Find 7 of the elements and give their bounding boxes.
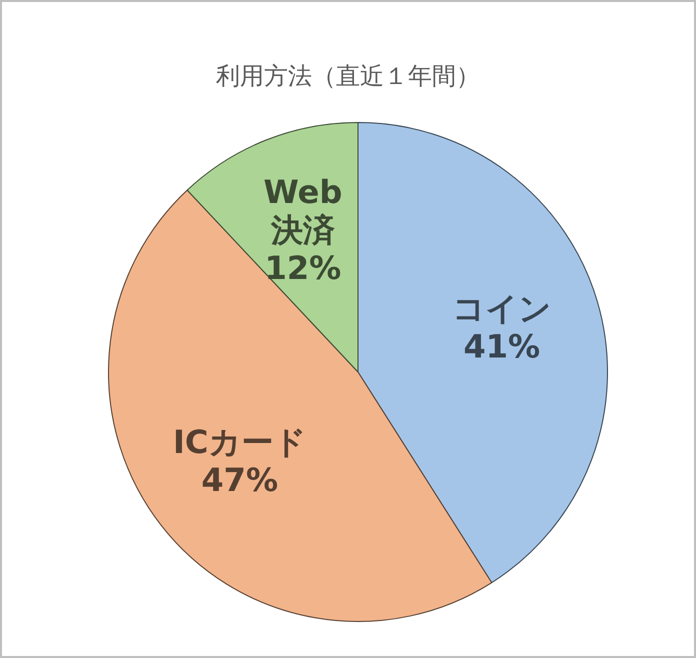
data-label: 47% [201, 461, 278, 500]
data-label: 12% [264, 249, 342, 288]
slice-label: ICカード [173, 423, 306, 462]
chart-title: 利用方法（直近１年間） [215, 61, 481, 92]
slice-label: Web決済 [264, 173, 342, 250]
slice-label: コイン [452, 290, 552, 328]
data-label: 41% [463, 328, 540, 366]
